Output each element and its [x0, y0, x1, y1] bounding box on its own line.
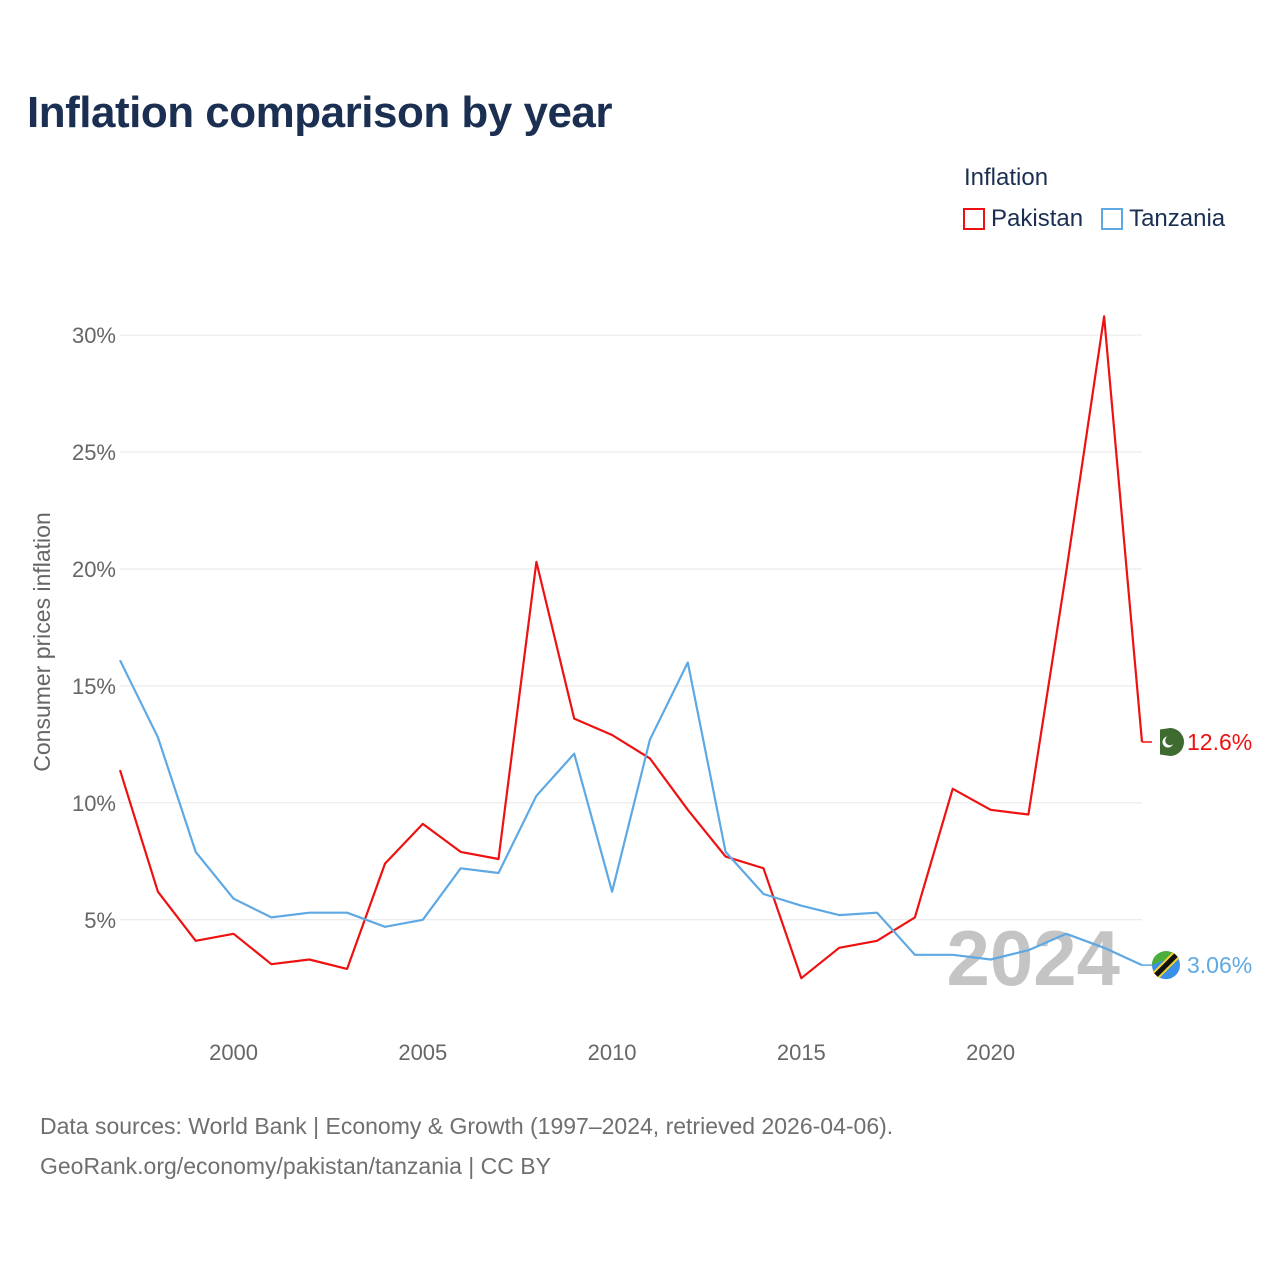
series-line-tanzania	[119, 659, 1143, 967]
end-label-tanzania: 3.06%	[1187, 952, 1252, 978]
y-tick-label: 25%	[72, 440, 116, 465]
y-tick-label: 15%	[72, 674, 116, 699]
y-axis-title: Consumer prices inflation	[29, 512, 55, 772]
gridlines	[120, 334, 1142, 921]
end-markers: 12.6% 3.06%	[1142, 728, 1252, 980]
source-line-1: Data sources: World Bank | Economy & Gro…	[40, 1113, 894, 1139]
legend-label-tanzania: Tanzania	[1129, 205, 1226, 232]
series-line-pakistan	[118, 315, 1144, 980]
y-tick-label: 10%	[72, 791, 116, 816]
y-tick-label: 20%	[72, 557, 116, 582]
x-axis-ticks: 2000 2005 2010 2015 2020	[209, 1040, 1015, 1065]
source-note: Data sources: World Bank | Economy & Gro…	[40, 1106, 893, 1186]
legend: Pakistan Tanzania	[963, 205, 1225, 233]
legend-label-pakistan: Pakistan	[991, 205, 1084, 232]
tanzania-flag-icon	[1151, 951, 1180, 980]
legend-swatch-tanzania	[1101, 208, 1124, 230]
chart-title: Inflation comparison by year	[27, 88, 613, 137]
x-tick-label: 2015	[777, 1040, 826, 1065]
x-tick-label: 2000	[209, 1040, 258, 1065]
y-tick-label: 5%	[84, 908, 116, 933]
x-tick-label: 2005	[398, 1040, 447, 1065]
legend-title: Inflation	[964, 164, 1049, 191]
y-axis-ticks: 5% 10% 15% 20% 25% 30%	[72, 323, 116, 933]
y-tick-label: 30%	[72, 323, 116, 348]
x-tick-label: 2010	[588, 1040, 637, 1065]
series-lines	[118, 315, 1144, 980]
legend-swatch-pakistan	[963, 208, 985, 230]
end-label-pakistan: 12.6%	[1187, 729, 1252, 755]
x-tick-label: 2020	[966, 1040, 1015, 1065]
pakistan-flag-icon	[1152, 728, 1185, 757]
source-line-2: GeoRank.org/economy/pakistan/tanzania | …	[40, 1153, 551, 1179]
legend-item-tanzania[interactable]: Tanzania	[1101, 205, 1225, 233]
legend-item-pakistan[interactable]: Pakistan	[963, 205, 1083, 233]
